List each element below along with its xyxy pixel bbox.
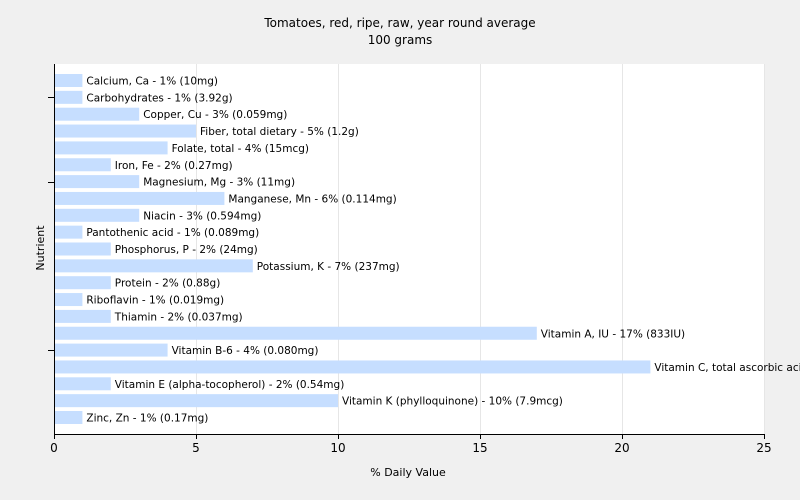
bar-label: Vitamin A, IU - 17% (833IU) (541, 328, 685, 340)
bar (55, 175, 140, 189)
x-tick-label: 0 (50, 441, 58, 455)
bar (55, 326, 537, 340)
bar-label: Vitamin E (alpha-tocopherol) - 2% (0.54m… (115, 379, 344, 391)
bar-label: Phosphorus, P - 2% (24mg) (115, 244, 258, 256)
bar-label: Fiber, total dietary - 5% (1.2g) (200, 126, 359, 138)
chart-title: Tomatoes, red, ripe, raw, year round ave… (263, 16, 535, 30)
bar-label: Pantothenic acid - 1% (0.089mg) (86, 227, 259, 239)
bars: Calcium, Ca - 1% (10mg) Carbohydrates - 1… (55, 74, 800, 425)
bar-label: Thiamin - 2% (0.037mg) (114, 311, 243, 323)
bar-label: Magnesium, Mg - 3% (11mg) (143, 177, 295, 189)
bar-label: Copper, Cu - 3% (0.059mg) (143, 109, 287, 121)
x-tick-label: 15 (472, 441, 487, 455)
bar (55, 360, 651, 374)
bar (55, 259, 253, 273)
bar (55, 293, 83, 307)
x-tick-label: 25 (756, 441, 771, 455)
bar (55, 225, 83, 239)
bar-label: Vitamin B-6 - 4% (0.080mg) (172, 345, 319, 357)
bar-label: Vitamin K (phylloquinone) - 10% (7.9mcg) (342, 396, 563, 408)
bar (55, 208, 140, 222)
x-axis-label: % Daily Value (370, 466, 446, 479)
bar-label: Manganese, Mn - 6% (0.114mg) (228, 193, 396, 205)
bar-label: Calcium, Ca - 1% (10mg) (86, 76, 218, 88)
bar-label: Potassium, K - 7% (237mg) (257, 261, 400, 273)
bar (55, 90, 83, 104)
bar (55, 124, 196, 138)
bar (55, 74, 83, 87)
bar (55, 377, 111, 391)
bar (55, 158, 111, 172)
x-tick-label: 20 (614, 441, 629, 455)
x-tick-label: 5 (192, 441, 200, 455)
axes: 0 5 10 15 20 25 (48, 64, 772, 455)
bar (55, 309, 111, 323)
y-axis-label: Nutrient (34, 225, 47, 271)
bar-label: Carbohydrates - 1% (3.92g) (86, 92, 232, 104)
bar-label: Niacin - 3% (0.594mg) (143, 210, 261, 222)
bar-label: Iron, Fe - 2% (0.27mg) (115, 160, 233, 172)
bar (55, 191, 225, 205)
bar-label: Zinc, Zn - 1% (0.17mg) (86, 413, 208, 425)
bar-label: Riboflavin - 1% (0.019mg) (86, 295, 224, 307)
bar-label: Vitamin C, total ascorbic acid - 21% (12… (654, 362, 800, 374)
bar (55, 242, 111, 256)
bar (55, 411, 83, 424)
bar (55, 141, 168, 155)
x-tick-label: 10 (330, 441, 345, 455)
bar (55, 107, 140, 121)
bar (55, 276, 111, 290)
bar (55, 394, 338, 408)
bar (55, 343, 168, 357)
bar-label: Folate, total - 4% (15mcg) (172, 143, 309, 155)
bar-label: Protein - 2% (0.88g) (115, 278, 221, 290)
chart-subtitle: 100 grams (368, 33, 433, 47)
